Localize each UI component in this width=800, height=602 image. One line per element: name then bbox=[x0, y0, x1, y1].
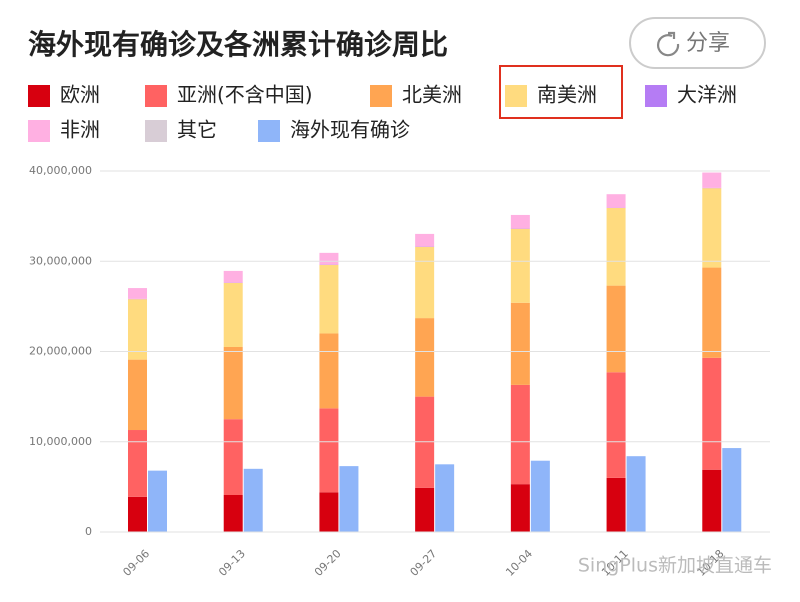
y-tick-label: 20,000,000 bbox=[29, 345, 92, 358]
bar-segment bbox=[702, 172, 722, 188]
bar-segment bbox=[128, 430, 147, 497]
x-tick-label: 10-04 bbox=[503, 547, 535, 579]
bar-segment bbox=[702, 469, 722, 532]
bar-segment bbox=[510, 302, 530, 385]
highlight-box bbox=[499, 65, 623, 119]
share-button[interactable]: 分享 bbox=[629, 17, 766, 69]
share-icon[interactable] bbox=[657, 31, 680, 57]
bar-segment bbox=[510, 214, 530, 229]
bar bbox=[243, 468, 263, 532]
x-tick-label: 09-06 bbox=[120, 547, 152, 579]
bar-segment bbox=[606, 477, 626, 532]
bar-segment bbox=[415, 318, 435, 397]
bar-segment bbox=[128, 299, 147, 360]
legend-label: 亚洲(不含中国) bbox=[177, 83, 313, 107]
bar-segment bbox=[223, 346, 243, 420]
bar-segment bbox=[319, 333, 339, 409]
bar-segment bbox=[223, 494, 243, 532]
bar-segment bbox=[128, 496, 147, 532]
x-tick-label: 09-27 bbox=[408, 547, 440, 579]
bar-segment bbox=[510, 484, 530, 532]
legend-swatch bbox=[145, 120, 167, 142]
share-label[interactable]: 分享 bbox=[686, 31, 730, 56]
legend-swatch bbox=[28, 85, 50, 107]
legend-label: 其它 bbox=[177, 118, 217, 142]
y-tick-label: 40,000,000 bbox=[29, 164, 92, 177]
y-tick-label: 0 bbox=[85, 525, 92, 538]
bar-segment bbox=[223, 270, 243, 283]
bar-segment bbox=[606, 372, 626, 478]
watermark: SingPlus新加坡直通车 bbox=[578, 555, 772, 577]
bar-segment bbox=[606, 194, 626, 208]
legend-label: 北美洲 bbox=[402, 83, 462, 107]
legend-swatch bbox=[505, 85, 527, 107]
bar-segment bbox=[606, 208, 626, 286]
bar bbox=[626, 456, 646, 532]
bar bbox=[722, 448, 742, 532]
bar-segment bbox=[702, 188, 722, 268]
bar-segment bbox=[128, 359, 147, 431]
bar-segment bbox=[128, 288, 147, 299]
y-tick-label: 10,000,000 bbox=[29, 435, 92, 448]
bar bbox=[530, 460, 550, 532]
legend-label: 欧洲 bbox=[60, 83, 100, 107]
bar-segment bbox=[319, 492, 339, 532]
legend-swatch bbox=[645, 85, 667, 107]
bar-segment bbox=[223, 419, 243, 495]
bar-segment bbox=[319, 408, 339, 493]
bar-segment bbox=[606, 285, 626, 373]
bar-segment bbox=[702, 357, 722, 470]
legend-label: 南美洲 bbox=[537, 83, 597, 107]
legend-label: 非洲 bbox=[60, 118, 100, 142]
bar-segment bbox=[415, 487, 435, 532]
bar-segment bbox=[510, 384, 530, 485]
bar-segment bbox=[415, 246, 435, 319]
x-tick-label: 09-13 bbox=[216, 547, 248, 579]
legend-swatch bbox=[145, 85, 167, 107]
bar-segment bbox=[510, 228, 530, 303]
share-button-frame[interactable] bbox=[629, 17, 766, 69]
legend-swatch bbox=[258, 120, 280, 142]
bar bbox=[339, 466, 359, 532]
legend-swatch bbox=[28, 120, 50, 142]
bar-segment bbox=[702, 267, 722, 358]
bar bbox=[435, 464, 455, 532]
y-tick-label: 30,000,000 bbox=[29, 254, 92, 267]
legend-label: 海外现有确诊 bbox=[290, 118, 410, 142]
bar-segment bbox=[319, 264, 339, 334]
bar-segment bbox=[319, 252, 339, 265]
chart-title: 海外现有确诊及各洲累计确诊周比 bbox=[28, 28, 448, 61]
bar-segment bbox=[223, 282, 243, 347]
x-tick-label: 09-20 bbox=[312, 547, 344, 579]
bar-segment bbox=[415, 233, 435, 247]
legend-label: 大洋洲 bbox=[677, 83, 737, 107]
legend-swatch bbox=[370, 85, 392, 107]
bar bbox=[148, 470, 167, 532]
